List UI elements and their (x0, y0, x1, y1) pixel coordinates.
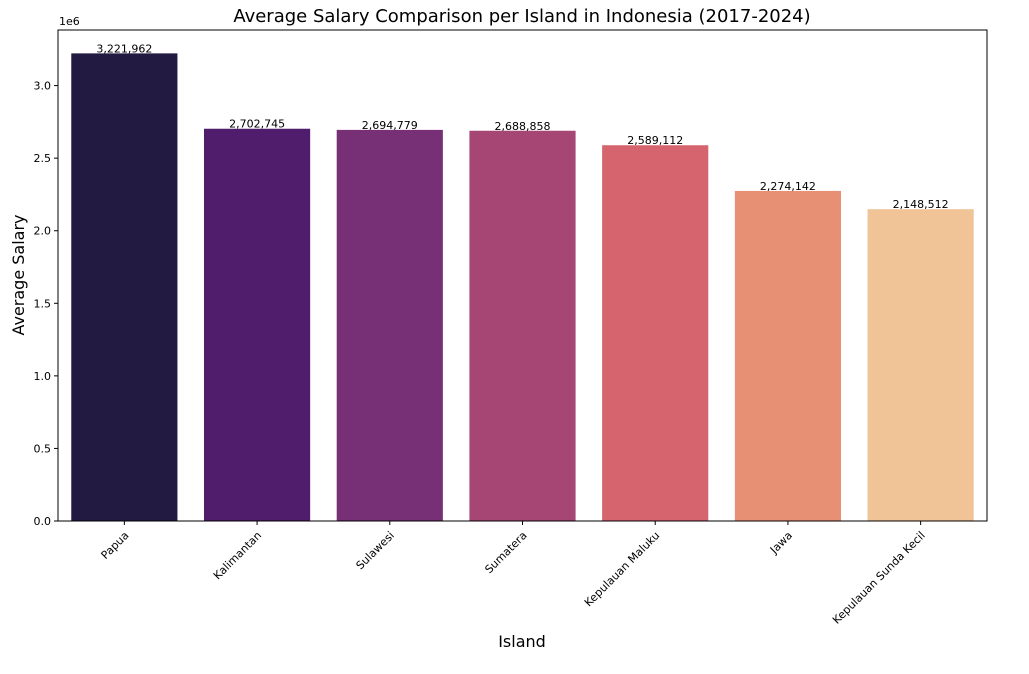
y-tick-label-5: 2.5 (34, 152, 52, 165)
x-tick-label-4: Kepulauan Maluku (582, 529, 662, 609)
bar-value-label-1: 2,702,745 (229, 118, 285, 131)
chart-title: Average Salary Comparison per Island in … (233, 6, 810, 27)
bar-4 (602, 145, 709, 521)
x-tick-label-1: Kalimantan (211, 529, 264, 582)
bar-0 (71, 53, 178, 521)
x-tick-label-2: Sulawesi (354, 529, 397, 572)
y-axis-ticks: 0.0 0.5 1.0 1.5 2.0 2.5 3.0 (34, 80, 58, 528)
bar-value-label-0: 3,221,962 (96, 42, 152, 55)
value-labels-layer: 3,221,962 2,702,745 2,694,779 2,688,858 2,58… (96, 42, 948, 211)
y-tick-label-4: 2.0 (34, 225, 52, 238)
y-axis-offset-label: 1e6 (59, 15, 80, 28)
bars-layer (71, 53, 974, 522)
bar-1 (203, 128, 311, 522)
bar-2 (336, 129, 443, 521)
x-tick-label-3: Sumatera (482, 529, 529, 576)
bar-value-label-3: 2,688,858 (495, 120, 551, 133)
y-axis-label: Average Salary (9, 214, 28, 335)
bar-value-label-6: 2,148,512 (893, 198, 949, 211)
bar-5 (734, 190, 842, 521)
x-tick-label-5: Jawa (767, 529, 795, 557)
y-tick-label-3: 1.5 (34, 297, 52, 310)
bar-value-label-5: 2,274,142 (760, 180, 816, 193)
bar-6 (867, 209, 974, 522)
y-tick-label-1: 0.5 (34, 442, 52, 455)
y-tick-label-0: 0.0 (34, 515, 52, 528)
bar-value-label-4: 2,589,112 (627, 134, 683, 147)
y-tick-label-6: 3.0 (34, 80, 52, 93)
x-axis-label: Island (498, 632, 546, 651)
y-tick-label-2: 1.0 (34, 370, 52, 383)
x-axis-ticks: Papua Kalimantan Sulawesi Sumatera Kepulauan… (99, 521, 928, 627)
plot-frame (57, 29, 988, 522)
x-tick-label-0: Papua (99, 529, 132, 562)
bar-3 (469, 130, 576, 521)
x-tick-label-6: Kepulauan Sunda Kecil (830, 529, 928, 627)
bar-value-label-2: 2,694,779 (362, 119, 418, 132)
